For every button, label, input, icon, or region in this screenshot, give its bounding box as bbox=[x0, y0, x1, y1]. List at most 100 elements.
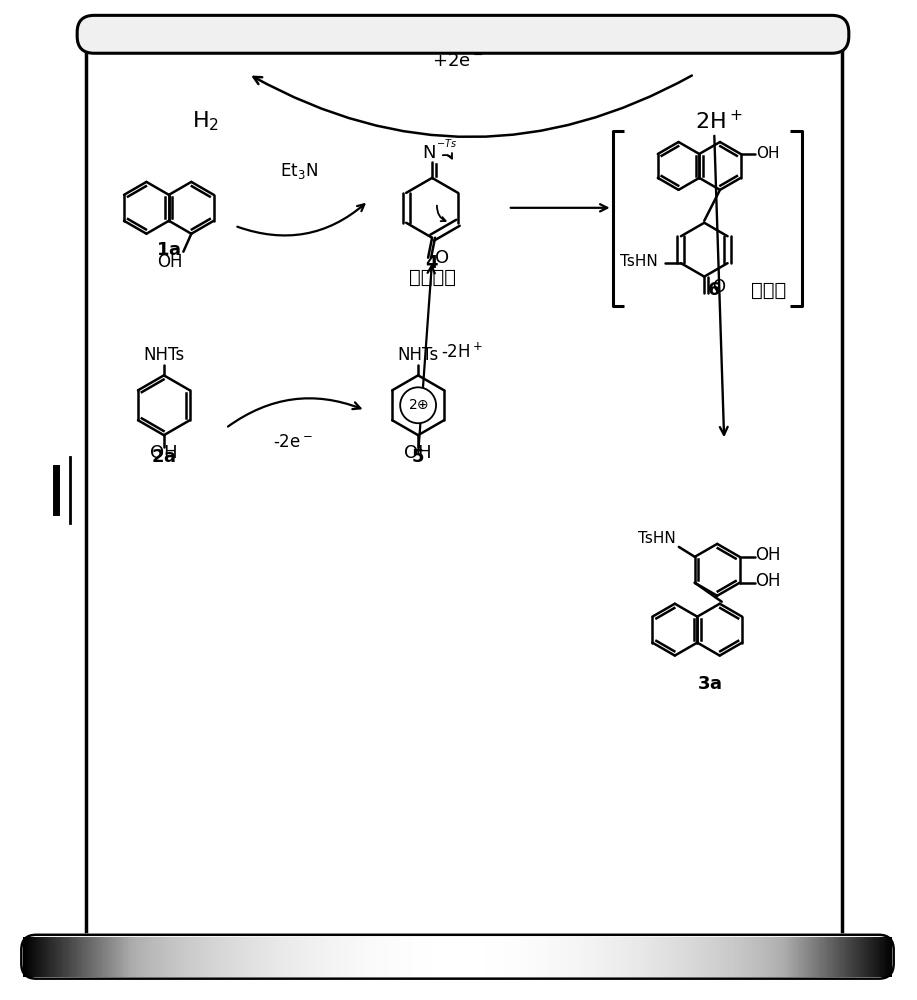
Circle shape bbox=[400, 387, 436, 423]
Text: 芳构化: 芳构化 bbox=[751, 281, 787, 300]
Text: +2e$^-$: +2e$^-$ bbox=[432, 52, 484, 70]
Bar bbox=[38, 937, 39, 977]
Bar bbox=[746, 937, 747, 977]
Text: $\bf{6}$: $\bf{6}$ bbox=[707, 281, 721, 299]
Bar bbox=[176, 937, 179, 977]
Bar bbox=[624, 937, 626, 977]
Bar bbox=[449, 937, 452, 977]
Bar bbox=[67, 937, 69, 977]
Bar bbox=[195, 937, 198, 977]
Bar bbox=[138, 937, 140, 977]
Bar bbox=[141, 937, 144, 977]
Bar bbox=[711, 937, 713, 977]
Bar bbox=[260, 937, 262, 977]
Bar bbox=[869, 937, 871, 977]
Bar bbox=[292, 937, 293, 977]
Bar bbox=[592, 937, 594, 977]
Bar bbox=[635, 937, 638, 977]
Bar bbox=[707, 937, 710, 977]
Bar bbox=[429, 937, 431, 977]
Bar bbox=[535, 937, 537, 977]
Bar bbox=[476, 937, 478, 977]
Bar bbox=[495, 937, 497, 977]
Bar bbox=[77, 937, 80, 977]
Bar bbox=[800, 937, 801, 977]
Bar bbox=[23, 937, 26, 977]
Text: NHTs: NHTs bbox=[143, 346, 184, 364]
Bar bbox=[668, 937, 669, 977]
Bar bbox=[493, 937, 495, 977]
Text: TsHN: TsHN bbox=[638, 531, 676, 546]
Bar bbox=[536, 937, 539, 977]
Bar bbox=[858, 937, 861, 977]
Bar bbox=[377, 937, 379, 977]
Bar bbox=[46, 937, 49, 977]
Bar bbox=[453, 937, 456, 977]
Text: OH: OH bbox=[755, 572, 780, 590]
Bar bbox=[505, 937, 508, 977]
Bar bbox=[427, 937, 429, 977]
Text: 2H$^+$: 2H$^+$ bbox=[695, 109, 743, 133]
Bar bbox=[486, 937, 489, 977]
Bar bbox=[129, 937, 132, 977]
Bar bbox=[326, 937, 328, 977]
Bar bbox=[412, 937, 414, 977]
Text: NHTs: NHTs bbox=[397, 346, 438, 364]
Bar bbox=[678, 937, 679, 977]
Bar bbox=[657, 937, 659, 977]
Bar bbox=[397, 937, 400, 977]
Bar bbox=[587, 937, 590, 977]
Bar bbox=[806, 937, 809, 977]
Bar bbox=[757, 937, 760, 977]
Bar bbox=[500, 937, 503, 977]
Bar bbox=[612, 937, 613, 977]
Bar bbox=[236, 937, 238, 977]
Bar bbox=[615, 937, 617, 977]
Bar bbox=[648, 937, 650, 977]
Bar bbox=[375, 937, 377, 977]
Bar bbox=[137, 937, 138, 977]
Bar bbox=[373, 937, 375, 977]
Bar bbox=[627, 937, 629, 977]
Bar bbox=[307, 937, 309, 977]
Bar bbox=[573, 937, 576, 977]
Bar bbox=[274, 937, 276, 977]
Bar bbox=[213, 937, 215, 977]
Bar bbox=[182, 937, 184, 977]
Bar bbox=[770, 937, 772, 977]
Bar bbox=[672, 937, 675, 977]
Bar bbox=[131, 937, 134, 977]
Bar bbox=[525, 937, 526, 977]
Bar bbox=[296, 937, 299, 977]
Bar bbox=[201, 937, 203, 977]
Bar bbox=[32, 937, 34, 977]
Text: 原位生成: 原位生成 bbox=[409, 268, 456, 287]
Bar bbox=[396, 937, 398, 977]
Bar bbox=[65, 937, 67, 977]
Bar bbox=[517, 937, 520, 977]
Bar bbox=[199, 937, 202, 977]
Bar bbox=[825, 937, 828, 977]
Bar bbox=[768, 937, 770, 977]
Bar bbox=[418, 937, 421, 977]
Bar bbox=[631, 937, 633, 977]
Bar bbox=[403, 937, 405, 977]
Bar bbox=[83, 937, 84, 977]
Bar bbox=[854, 937, 856, 977]
Bar bbox=[224, 937, 226, 977]
Bar bbox=[695, 937, 697, 977]
Bar bbox=[866, 937, 867, 977]
Bar bbox=[542, 937, 544, 977]
Bar bbox=[249, 937, 252, 977]
Bar bbox=[482, 937, 485, 977]
Bar bbox=[116, 937, 117, 977]
Bar bbox=[856, 937, 857, 977]
Bar bbox=[284, 937, 287, 977]
Bar bbox=[281, 937, 283, 977]
Text: $\bf{4}$: $\bf{4}$ bbox=[425, 254, 439, 272]
Bar bbox=[94, 937, 97, 977]
Bar bbox=[140, 937, 142, 977]
Bar bbox=[821, 937, 823, 977]
Bar bbox=[325, 937, 326, 977]
Bar bbox=[676, 937, 679, 977]
